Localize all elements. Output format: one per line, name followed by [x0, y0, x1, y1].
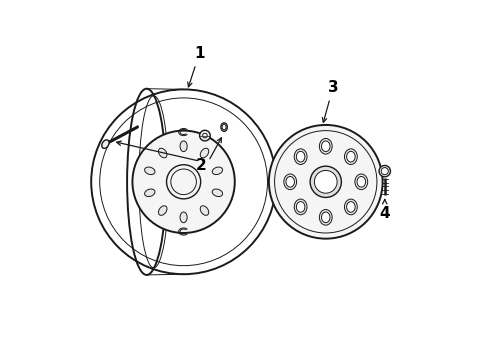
Ellipse shape — [357, 176, 366, 187]
Ellipse shape — [145, 189, 155, 197]
Ellipse shape — [212, 167, 222, 175]
Ellipse shape — [200, 206, 209, 215]
Circle shape — [132, 131, 235, 233]
Ellipse shape — [379, 166, 391, 177]
Circle shape — [269, 125, 383, 239]
Ellipse shape — [344, 149, 357, 165]
Ellipse shape — [221, 123, 227, 131]
Circle shape — [203, 133, 207, 138]
Ellipse shape — [296, 202, 305, 212]
Ellipse shape — [321, 212, 330, 223]
Ellipse shape — [346, 202, 355, 212]
Ellipse shape — [145, 167, 155, 175]
Circle shape — [199, 130, 210, 141]
Ellipse shape — [158, 206, 167, 215]
Ellipse shape — [180, 141, 187, 152]
Text: 3: 3 — [322, 81, 338, 122]
Ellipse shape — [222, 125, 226, 130]
Ellipse shape — [319, 210, 332, 225]
Ellipse shape — [296, 151, 305, 162]
Text: 2: 2 — [196, 158, 207, 173]
Ellipse shape — [158, 148, 167, 158]
Ellipse shape — [102, 140, 109, 148]
Ellipse shape — [321, 141, 330, 152]
Text: 1: 1 — [188, 46, 204, 87]
Ellipse shape — [284, 174, 296, 190]
Text: 4: 4 — [379, 199, 390, 221]
Ellipse shape — [381, 168, 388, 175]
Circle shape — [310, 166, 342, 197]
Ellipse shape — [294, 199, 307, 215]
Ellipse shape — [200, 148, 209, 158]
Ellipse shape — [286, 176, 294, 187]
Circle shape — [315, 170, 337, 193]
Ellipse shape — [319, 139, 332, 154]
Ellipse shape — [212, 189, 222, 197]
Ellipse shape — [294, 149, 307, 165]
Ellipse shape — [180, 212, 187, 223]
Ellipse shape — [344, 199, 357, 215]
Ellipse shape — [355, 174, 368, 190]
Ellipse shape — [346, 151, 355, 162]
